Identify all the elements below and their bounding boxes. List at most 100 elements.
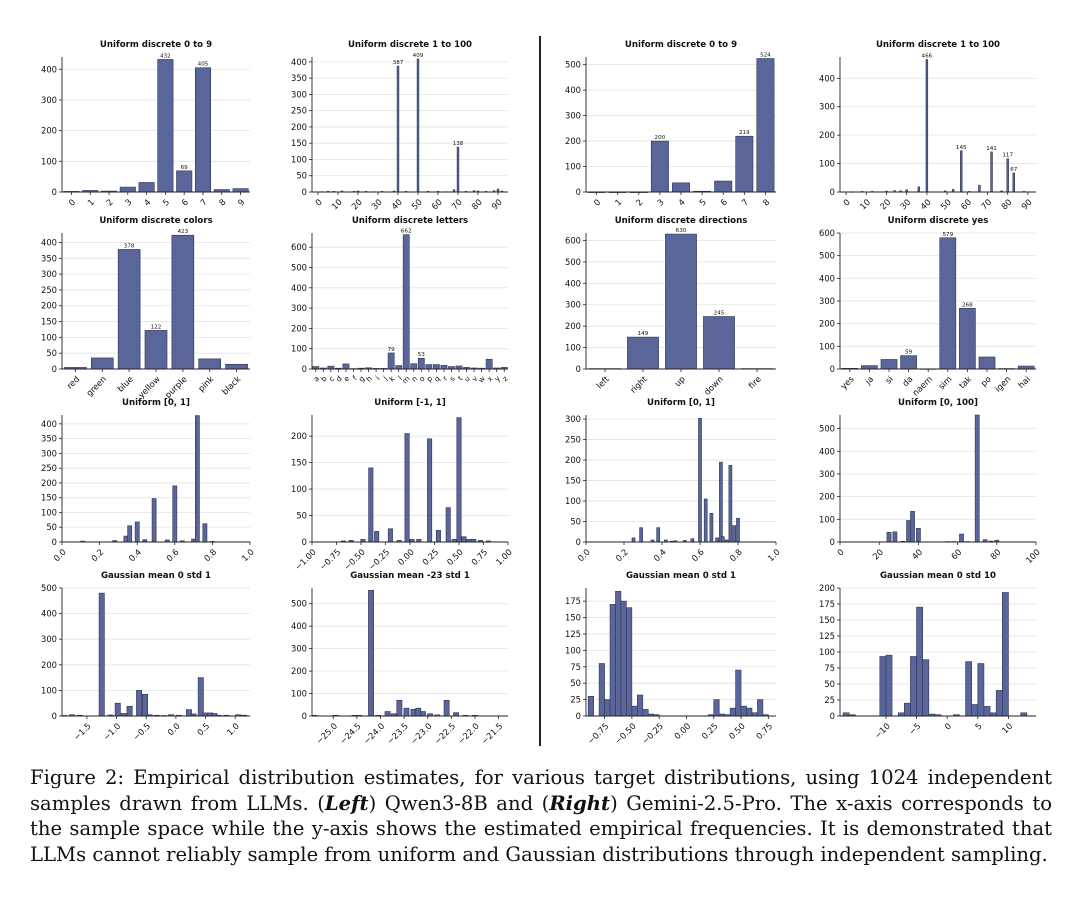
bar [197, 677, 204, 717]
x-tick-label: l [396, 374, 404, 382]
y-tick-label: 250 [291, 106, 307, 116]
y-tick-label: 100 [291, 484, 307, 494]
bar [978, 184, 981, 193]
bar [461, 536, 467, 543]
x-tick-label: up [672, 374, 687, 389]
bar [151, 498, 157, 543]
bar-value-label: 245 [714, 311, 725, 317]
bar [910, 511, 915, 543]
x-tick-label: f [351, 374, 359, 382]
chart-g_g01: Gaussian mean 0 std 1 0 25 50 75 100 125 150 175… [565, 571, 776, 746]
bar [396, 65, 400, 193]
y-tick-label: 100 [291, 154, 307, 164]
bar [916, 528, 921, 543]
y-tick-label: 0 [576, 187, 581, 197]
x-tick-label: 6 [718, 197, 729, 208]
y-tick-label: 200 [41, 478, 57, 488]
y-tick-label: 25 [570, 695, 581, 705]
chart-q_d1100: Uniform discrete 1 to 100050100150200250… [291, 40, 508, 211]
y-tick-label: 400 [819, 73, 835, 83]
bar [650, 140, 669, 193]
x-tick-label: 0.50 [727, 721, 747, 741]
x-tick-label: −0.50 [613, 721, 638, 746]
bar [672, 182, 690, 193]
bar-value-label: 466 [922, 54, 933, 60]
bar-value-label: 432 [160, 53, 171, 59]
x-tick-label: 30 [898, 197, 913, 212]
bar-value-label: 662 [401, 229, 412, 235]
x-tick-label: 9 [236, 197, 247, 208]
x-tick-label: sim [936, 374, 954, 392]
x-tick-label: w [476, 374, 487, 385]
bar [435, 530, 441, 543]
bar [1012, 172, 1015, 193]
x-tick-label: 0 [592, 197, 603, 208]
y-tick-label: 400 [291, 57, 307, 67]
bar [416, 58, 420, 193]
x-tick-label: hai [1016, 374, 1032, 390]
bar [202, 523, 208, 543]
bar [978, 356, 996, 370]
bar-value-label: 630 [676, 228, 687, 234]
x-tick-label: 10 [858, 197, 873, 212]
y-tick-label: 100 [41, 332, 57, 342]
bar [892, 531, 898, 543]
bar [425, 364, 433, 370]
x-tick-label: 2 [104, 197, 115, 208]
y-tick-label: 175 [565, 596, 581, 606]
x-tick-label: 3 [655, 197, 666, 208]
bar [609, 604, 616, 717]
bar-value-label: 53 [418, 352, 426, 358]
y-tick-label: 300 [41, 269, 57, 279]
x-tick-label: 40 [389, 197, 404, 212]
x-tick-label: 1 [85, 197, 96, 208]
y-tick-label: 50 [46, 522, 57, 532]
y-tick-label: 100 [819, 341, 835, 351]
bar [757, 699, 764, 717]
bar [198, 358, 222, 370]
x-tick-label: p [425, 374, 435, 384]
y-tick-label: 125 [819, 631, 835, 641]
x-tick-label: 0.0 [165, 721, 181, 737]
y-tick-label: 200 [291, 122, 307, 132]
bar [631, 705, 638, 717]
y-tick-label: 200 [819, 492, 835, 502]
bar-value-label: 378 [124, 243, 135, 249]
x-tick-label: 3 [123, 197, 134, 208]
x-tick-label: 2 [634, 197, 645, 208]
x-tick-label: −25.0 [314, 721, 339, 746]
bar [225, 363, 248, 370]
bar [127, 525, 133, 543]
y-tick-label: 0 [52, 364, 57, 374]
x-tick-label: −5 [907, 721, 923, 737]
x-tick-label: 80 [469, 197, 484, 212]
bar [880, 359, 898, 370]
y-tick-label: 150 [565, 613, 581, 623]
x-tick-label: 6 [179, 197, 190, 208]
bar [455, 365, 463, 370]
y-tick-label: 500 [565, 60, 581, 70]
bar [171, 234, 195, 370]
y-tick-label: 350 [41, 434, 57, 444]
y-tick-label: 400 [565, 85, 581, 95]
y-tick-label: 150 [41, 493, 57, 503]
x-tick-label: 5 [697, 197, 708, 208]
y-tick-label: 0 [52, 711, 57, 721]
bar-value-label: 524 [760, 53, 771, 59]
x-tick-label: t [456, 374, 464, 382]
bar [715, 537, 719, 543]
y-tick-label: 100 [291, 689, 307, 699]
x-tick-label: yellow [136, 374, 162, 400]
y-tick-label: 200 [291, 666, 307, 676]
bar [983, 706, 991, 717]
bar [456, 146, 460, 193]
x-tick-label: n [409, 374, 419, 384]
bar [395, 365, 403, 370]
bar [719, 461, 723, 543]
bar-value-label: 141 [986, 146, 997, 152]
bar [98, 592, 105, 717]
chart-title: Uniform discrete 1 to 100 [876, 40, 1000, 50]
x-tick-label: c [327, 374, 336, 383]
